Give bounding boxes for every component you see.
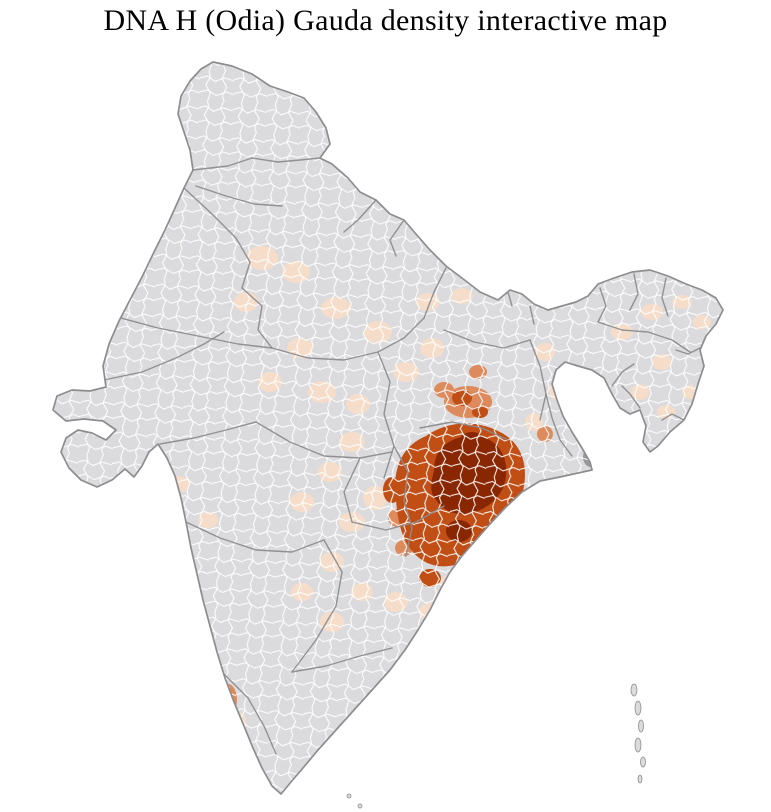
country-outline xyxy=(52,61,724,795)
lakshadweep-dots[interactable] xyxy=(346,793,363,809)
page-title: DNA H (Odia) Gauda density interactive m… xyxy=(103,4,668,37)
state-borders xyxy=(103,157,701,755)
andaman-islands[interactable] xyxy=(630,683,646,784)
